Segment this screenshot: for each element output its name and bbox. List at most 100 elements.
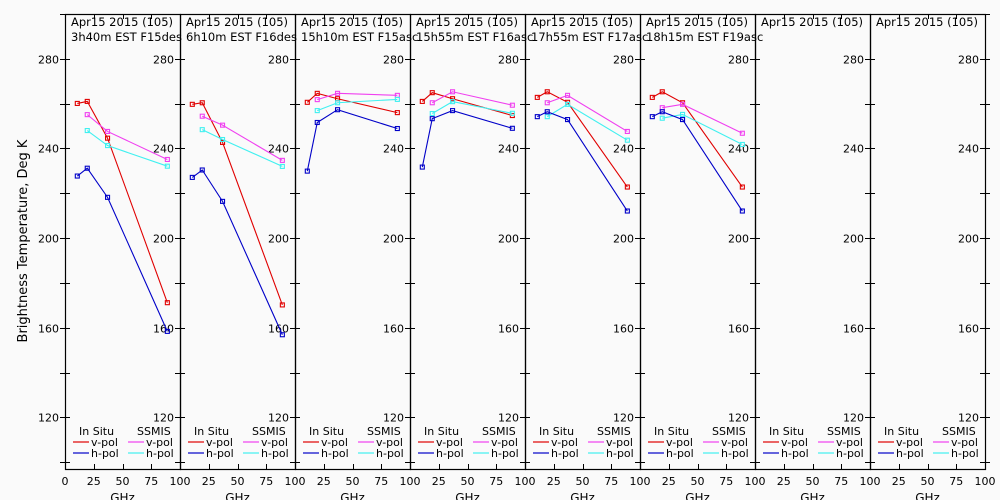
- x-tick-label: 25: [87, 475, 101, 488]
- series-line-ssmis-h: [202, 129, 283, 167]
- legend-label: h-pol: [206, 447, 234, 460]
- x-tick-label: 75: [144, 475, 158, 488]
- data-point-insitu-h: [449, 108, 456, 114]
- data-point-insitu-v: [164, 300, 170, 306]
- legend-label: v-pol: [206, 436, 233, 449]
- y-tick-label: 240: [843, 143, 864, 156]
- legend-label: v-pol: [91, 436, 118, 449]
- y-tick-label: 280: [38, 54, 59, 67]
- x-tick-label: 100: [285, 475, 306, 488]
- y-tick-label: 280: [958, 54, 979, 67]
- data-point-insitu-h: [564, 117, 571, 123]
- panel-2: 120 160 200 240 280 25 50 75 100 GHz Apr15 2015 (1…: [179, 13, 306, 500]
- x-tick-label: 100: [170, 475, 191, 488]
- legend-label: v-pol: [836, 436, 863, 449]
- series-line-ssmis-h: [431, 101, 513, 114]
- panels: 120 120 160 160 200 200 240 240 280 280 0 25 50 75 100…: [38, 13, 996, 500]
- x-tick-label: 50: [231, 475, 245, 488]
- data-point-insitu-h: [679, 117, 686, 123]
- y-tick-label: 160: [38, 323, 59, 336]
- series-line-insitu-v: [652, 91, 743, 188]
- legend-group-insitu: In Situ: [424, 425, 459, 438]
- legend-group-insitu: In Situ: [79, 425, 114, 438]
- series-line-insitu-h: [191, 169, 283, 335]
- y-tick-label: 280: [153, 54, 174, 67]
- y-axis-label: Brightness Temperature, Deg K: [16, 139, 31, 342]
- data-point-insitu-v: [624, 184, 630, 190]
- series-line-ssmis-h: [86, 130, 168, 167]
- y-tick-label: 160: [613, 323, 634, 336]
- panel-3: 120 160 200 240 280 25 50 75 100 GHz Apr15 2015 (1…: [294, 13, 421, 500]
- y-tick-label: 240: [613, 143, 634, 156]
- y-tick-label: 120: [843, 412, 864, 425]
- series-line-insitu-h: [306, 109, 398, 172]
- series-line-ssmis-h: [662, 113, 743, 145]
- y-tick-label: 280: [613, 54, 634, 67]
- data-point-ssmis-h: [105, 143, 111, 149]
- x-tick-label: 75: [489, 475, 503, 488]
- y-tick-label: 240: [498, 143, 519, 156]
- y-tick-label: 120: [268, 412, 289, 425]
- legend-label: h-pol: [436, 447, 464, 460]
- y-tick-label: 200: [498, 233, 519, 246]
- x-tick-label: 75: [834, 475, 848, 488]
- series-line-insitu-v: [77, 100, 168, 303]
- data-point-ssmis-v: [429, 100, 435, 106]
- panel-title-date: Apr15 2015 (105): [186, 15, 288, 29]
- y-tick-label: 120: [383, 412, 404, 425]
- y-tick-label: 160: [498, 323, 519, 336]
- data-point-insitu-v: [279, 302, 285, 308]
- panel-title-date: Apr15 2015 (105): [876, 15, 978, 29]
- y-tick-label: 240: [958, 143, 979, 156]
- x-tick-label: 75: [949, 475, 963, 488]
- series-line-insitu-h: [76, 167, 168, 332]
- panel-6: 120 160 200 240 280 25 50 75 100 GHz Apr15 2015 (1…: [639, 13, 766, 500]
- panel-title-date: Apr15 2015 (105): [646, 15, 748, 29]
- data-point-insitu-h: [534, 114, 540, 120]
- panel-title-date: Apr15 2015 (105): [301, 15, 403, 29]
- legend-group-ssmis: SSMIS: [137, 425, 171, 438]
- y-tick-label: 240: [38, 143, 59, 156]
- data-point-insitu-h: [279, 332, 285, 338]
- data-point-insitu-v: [394, 110, 400, 116]
- legend-label: h-pol: [376, 447, 404, 460]
- legend-label: h-pol: [491, 447, 519, 460]
- series-line-ssmis-h: [317, 98, 398, 112]
- data-point-ssmis-h: [509, 110, 515, 116]
- data-point-ssmis-h: [449, 99, 456, 105]
- data-point-insitu-v: [220, 139, 226, 145]
- data-point-ssmis-h: [279, 163, 285, 169]
- legend-label: h-pol: [836, 447, 864, 460]
- data-point-insitu-v: [659, 89, 665, 95]
- legend-label: v-pol: [551, 436, 578, 449]
- x-axis-label: GHz: [455, 491, 480, 500]
- data-point-ssmis-v: [220, 122, 226, 128]
- y-tick-label: 120: [728, 412, 749, 425]
- data-point-ssmis-h: [624, 137, 630, 143]
- y-tick-label: 200: [153, 233, 174, 246]
- legend-label: v-pol: [321, 436, 348, 449]
- data-point-ssmis-v: [199, 113, 205, 119]
- legend-label: v-pol: [436, 436, 463, 449]
- data-point-ssmis-v: [564, 92, 571, 98]
- data-point-insitu-v: [189, 101, 195, 107]
- x-tick-label: 50: [691, 475, 705, 488]
- data-point-ssmis-v: [739, 130, 745, 136]
- panel-title-date: Apr15 2015 (105): [71, 15, 173, 29]
- series-line-ssmis-v: [547, 94, 628, 132]
- panel-title-time: 6h10m EST F16des: [186, 30, 297, 44]
- panel-title-time: 15h10m EST F15asc: [301, 30, 418, 44]
- x-tick-label: 75: [374, 475, 388, 488]
- x-tick-label: 50: [576, 475, 590, 488]
- data-point-insitu-h: [164, 328, 170, 334]
- data-point-insitu-h: [314, 119, 320, 126]
- y-tick-label: 160: [153, 323, 174, 336]
- y-tick-label: 200: [958, 233, 979, 246]
- legend-label: v-pol: [951, 436, 978, 449]
- x-axis-label: GHz: [110, 491, 135, 500]
